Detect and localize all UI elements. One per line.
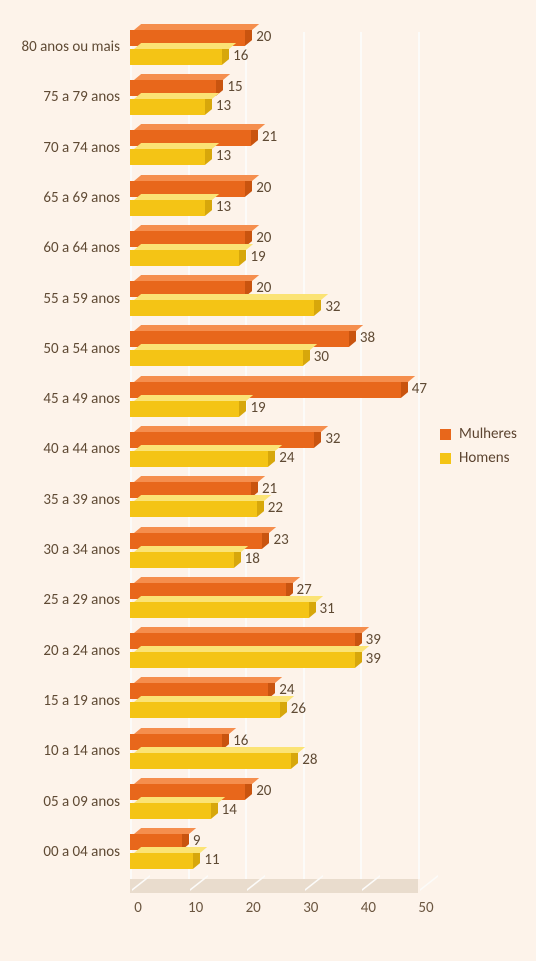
legend-label: Homens (459, 449, 509, 467)
category-row: 00 a 04 anos911 (130, 827, 418, 877)
x-axis-tick: 20 (246, 899, 261, 917)
gridline (418, 32, 420, 879)
category-row: 05 a 09 anos2014 (130, 776, 418, 826)
category-row: 15 a 19 anos2426 (130, 676, 418, 726)
category-label: 50 a 54 anos (43, 340, 130, 358)
x-axis-tick: 0 (134, 899, 142, 917)
category-row: 25 a 29 anos2731 (130, 575, 418, 625)
homens-bar (130, 149, 205, 165)
category-label: 35 a 39 anos (43, 491, 130, 509)
x-axis-tick: 40 (361, 899, 376, 917)
homens-bar (130, 300, 314, 316)
homens-value: 16 (233, 47, 248, 65)
homens-bar (130, 451, 268, 467)
chart-floor (130, 879, 418, 893)
homens-value: 39 (366, 650, 381, 668)
category-row: 10 a 14 anos1628 (130, 726, 418, 776)
category-row: 45 a 49 anos4719 (130, 374, 418, 424)
category-label: 60 a 64 anos (43, 239, 130, 257)
homens-value: 19 (250, 399, 265, 417)
mulheres-value: 20 (256, 28, 271, 46)
category-label: 75 a 79 anos (43, 88, 130, 106)
category-row: 20 a 24 anos3939 (130, 626, 418, 676)
legend-label: Mulheres (459, 425, 517, 443)
homens-bar (130, 501, 257, 517)
homens-bar (130, 552, 234, 568)
homens-value: 28 (302, 751, 317, 769)
category-row: 55 a 59 anos2032 (130, 273, 418, 323)
category-label: 25 a 29 anos (43, 591, 130, 609)
homens-value: 13 (216, 147, 231, 165)
category-row: 35 a 39 anos2122 (130, 475, 418, 525)
category-row: 60 a 64 anos2019 (130, 223, 418, 273)
category-row: 50 a 54 anos3830 (130, 324, 418, 374)
homens-bar (130, 401, 239, 417)
category-row: 40 a 44 anos3224 (130, 424, 418, 474)
homens-bar (130, 602, 309, 618)
category-label: 55 a 59 anos (43, 290, 130, 308)
mulheres-value: 38 (360, 329, 375, 347)
homens-bar (130, 250, 239, 266)
homens-bar (130, 200, 205, 216)
category-label: 70 a 74 anos (43, 139, 130, 157)
category-label: 40 a 44 anos (43, 440, 130, 458)
category-label: 10 a 14 anos (43, 742, 130, 760)
mulheres-value: 15 (227, 78, 242, 96)
category-row: 70 a 74 anos2113 (130, 123, 418, 173)
x-axis-tick: 50 (418, 899, 433, 917)
category-label: 20 a 24 anos (43, 642, 130, 660)
category-row: 30 a 34 anos2318 (130, 525, 418, 575)
homens-value: 13 (216, 97, 231, 115)
category-label: 00 a 04 anos (43, 843, 130, 861)
plot-area: 0102030405080 anos ou mais201675 a 79 an… (130, 18, 418, 893)
mulheres-value: 20 (256, 782, 271, 800)
homens-value: 24 (279, 449, 294, 467)
homens-value: 14 (222, 801, 237, 819)
homens-value: 18 (245, 550, 260, 568)
category-label: 15 a 19 anos (43, 692, 130, 710)
mulheres-value: 20 (256, 229, 271, 247)
homens-value: 31 (320, 600, 335, 618)
mulheres-value: 23 (273, 531, 288, 549)
mulheres-swatch (440, 429, 451, 440)
homens-value: 30 (314, 348, 329, 366)
homens-swatch (440, 453, 451, 464)
mulheres-value: 32 (325, 430, 340, 448)
legend: Mulheres Homens (440, 425, 517, 473)
homens-value: 26 (291, 700, 306, 718)
homens-bar (130, 853, 193, 869)
mulheres-value: 21 (262, 128, 277, 146)
homens-bar (130, 99, 205, 115)
category-label: 80 anos ou mais (22, 38, 131, 56)
homens-value: 11 (204, 851, 219, 869)
homens-value: 32 (325, 298, 340, 316)
homens-bar (130, 702, 280, 718)
category-label: 65 a 69 anos (43, 189, 130, 207)
mulheres-value: 47 (412, 380, 427, 398)
category-row: 75 a 79 anos1513 (130, 72, 418, 122)
category-label: 45 a 49 anos (43, 390, 130, 408)
category-label: 30 a 34 anos (43, 541, 130, 559)
age-distribution-chart: 0 10 20 30 40 50 80 anos ou mais 20 16 75 a 79 an… (0, 0, 536, 961)
category-label: 05 a 09 anos (43, 793, 130, 811)
category-row: 80 anos ou mais2016 (130, 22, 418, 72)
homens-bar (130, 753, 291, 769)
homens-bar (130, 49, 222, 65)
homens-bar (130, 350, 303, 366)
mulheres-value: 20 (256, 179, 271, 197)
homens-value: 22 (268, 499, 283, 517)
homens-value: 19 (250, 248, 265, 266)
homens-bar (130, 652, 355, 668)
legend-item-mulheres: Mulheres (440, 425, 517, 443)
x-axis-tick: 10 (188, 899, 203, 917)
x-axis-tick: 30 (303, 899, 318, 917)
homens-value: 13 (216, 198, 231, 216)
legend-item-homens: Homens (440, 449, 517, 467)
category-row: 65 a 69 anos2013 (130, 173, 418, 223)
homens-bar (130, 803, 211, 819)
